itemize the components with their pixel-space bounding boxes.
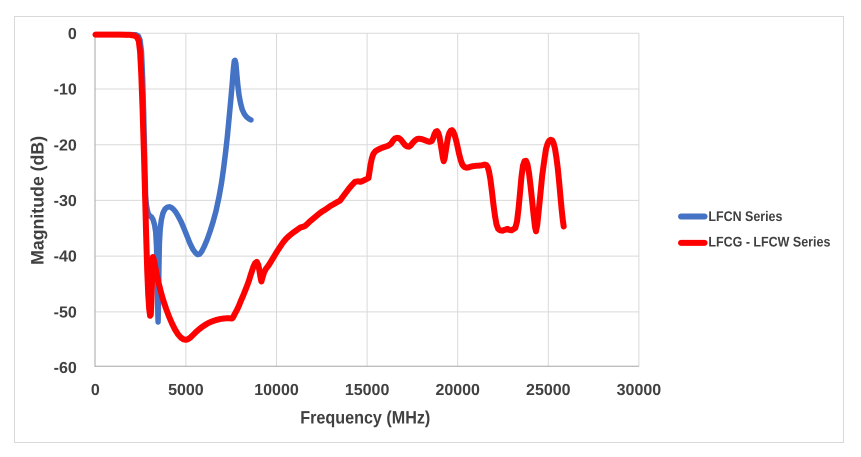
svg-text:-60: -60 bbox=[54, 360, 77, 377]
svg-text:LFCN Series: LFCN Series bbox=[708, 208, 782, 224]
svg-text:0: 0 bbox=[68, 26, 77, 43]
svg-text:Frequency (MHz): Frequency (MHz) bbox=[300, 408, 430, 428]
svg-text:10000: 10000 bbox=[254, 382, 299, 399]
svg-text:-50: -50 bbox=[54, 304, 77, 321]
svg-text:-20: -20 bbox=[54, 137, 77, 154]
svg-text:-40: -40 bbox=[54, 249, 77, 266]
svg-text:25000: 25000 bbox=[526, 382, 571, 399]
svg-text:15000: 15000 bbox=[345, 382, 390, 399]
svg-text:30000: 30000 bbox=[617, 382, 662, 399]
svg-text:-30: -30 bbox=[54, 193, 77, 210]
svg-text:-10: -10 bbox=[54, 82, 77, 99]
svg-text:Magnitude (dB): Magnitude (dB) bbox=[28, 136, 48, 265]
svg-text:0: 0 bbox=[91, 382, 100, 399]
svg-text:5000: 5000 bbox=[168, 382, 204, 399]
svg-text:20000: 20000 bbox=[435, 382, 480, 399]
svg-text:LFCG - LFCW Series: LFCG - LFCW Series bbox=[708, 233, 830, 249]
